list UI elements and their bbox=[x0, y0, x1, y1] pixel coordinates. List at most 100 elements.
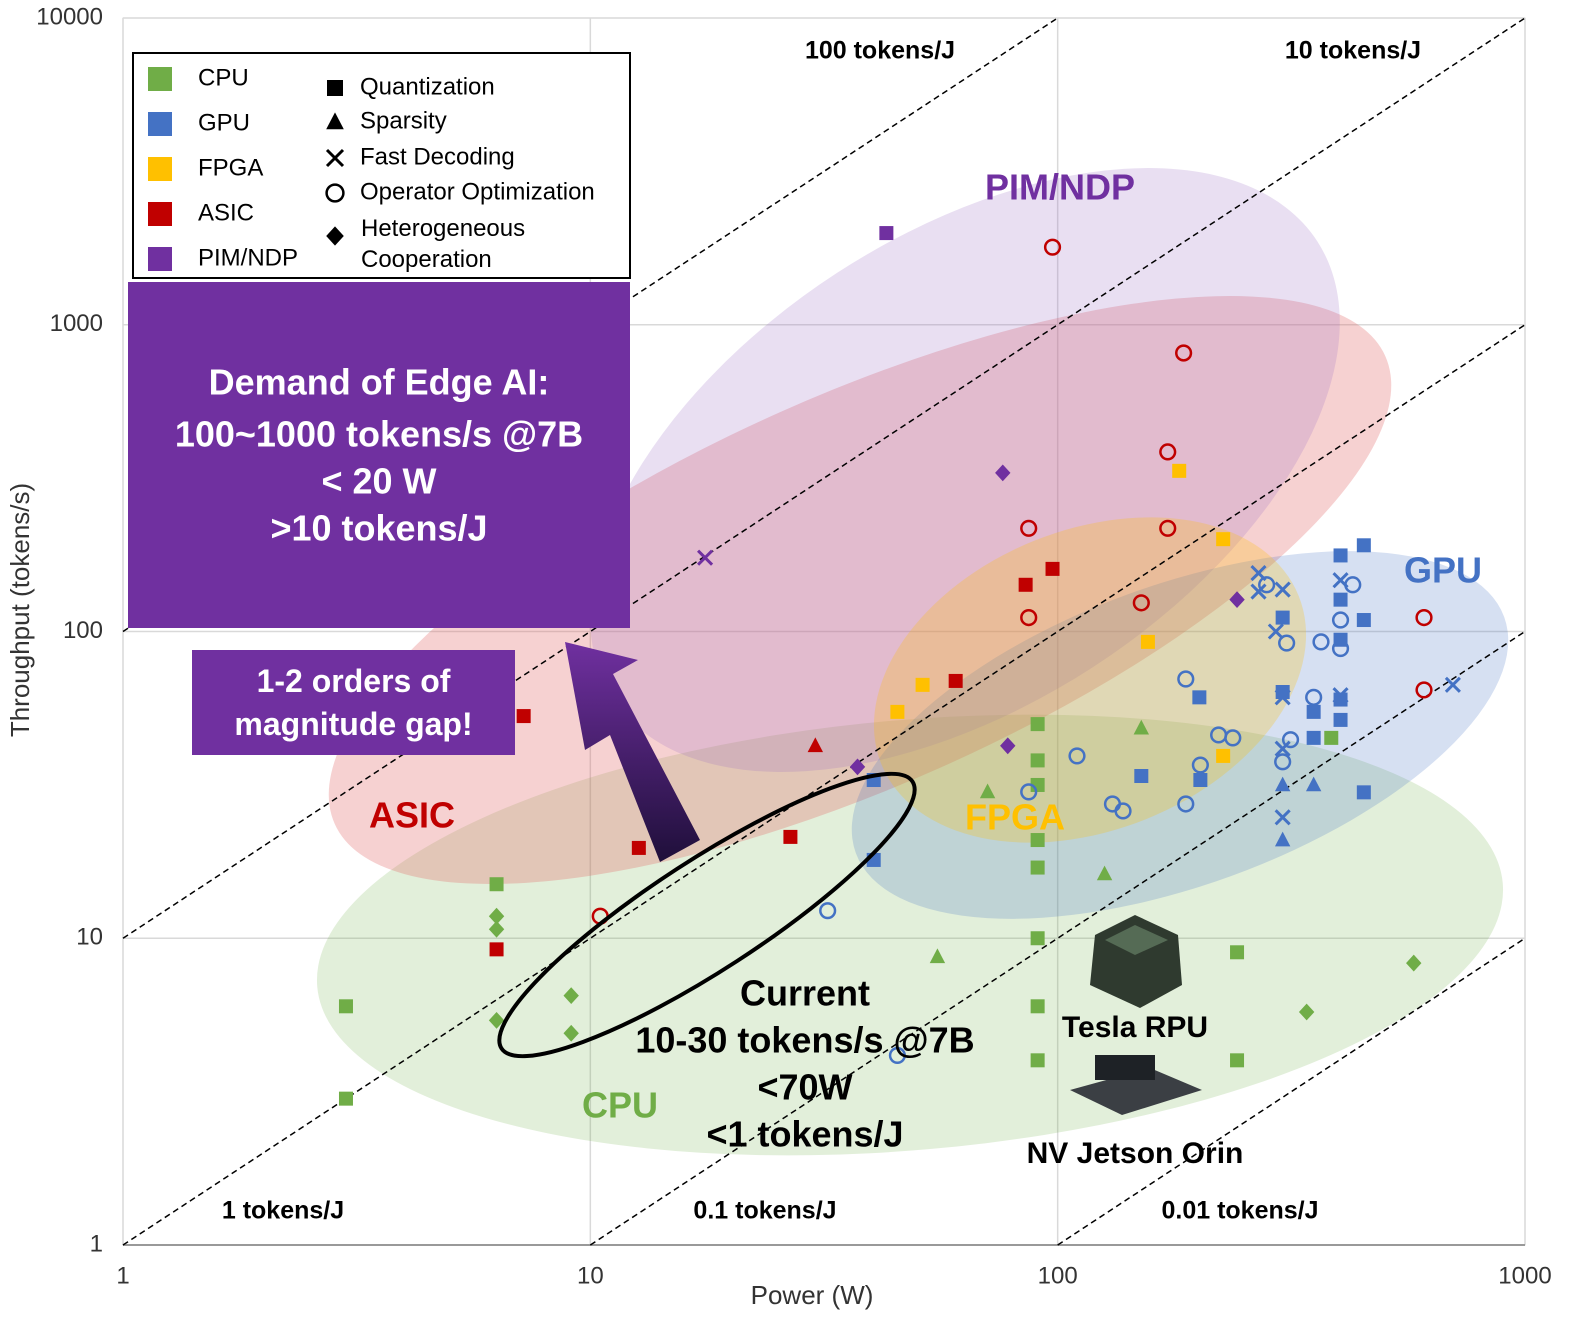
point bbox=[1298, 1003, 1315, 1021]
point bbox=[1030, 860, 1045, 875]
point bbox=[979, 783, 996, 799]
point bbox=[631, 840, 646, 855]
legend-marker bbox=[325, 148, 345, 168]
point bbox=[1020, 783, 1038, 801]
legend-swatch bbox=[148, 202, 172, 226]
point bbox=[1230, 1053, 1245, 1068]
point bbox=[1444, 676, 1461, 693]
point bbox=[1175, 344, 1193, 362]
x-tick-label: 10 bbox=[577, 1262, 604, 1289]
efficiency-label: 0.01 tokens/J bbox=[1161, 1197, 1318, 1225]
region-label: FPGA bbox=[965, 797, 1065, 838]
point bbox=[1230, 945, 1245, 960]
point bbox=[1333, 712, 1348, 727]
point bbox=[489, 877, 504, 892]
point bbox=[338, 999, 353, 1014]
legend-label: ASIC bbox=[198, 199, 254, 226]
x-tick-label: 1000 bbox=[1498, 1262, 1551, 1289]
point bbox=[1224, 729, 1242, 747]
legend-label: Operator Optimization bbox=[360, 178, 595, 205]
point bbox=[1274, 581, 1291, 598]
point bbox=[1216, 748, 1231, 763]
point bbox=[1096, 865, 1113, 881]
point bbox=[1030, 1053, 1045, 1068]
demand-text: >10 tokens/J bbox=[270, 508, 487, 549]
y-tick-label: 10000 bbox=[36, 3, 103, 30]
jetson-icon bbox=[1070, 1055, 1202, 1115]
point bbox=[1192, 690, 1207, 705]
x-tick-label: 1 bbox=[116, 1262, 129, 1289]
legend-box bbox=[132, 52, 631, 279]
legend-label: Heterogeneous Cooperation bbox=[361, 215, 526, 273]
x-tick-label: 100 bbox=[1038, 1262, 1078, 1289]
point bbox=[1305, 688, 1323, 706]
point bbox=[1344, 576, 1362, 594]
point bbox=[1274, 776, 1291, 792]
y-tick-label: 10 bbox=[76, 924, 103, 951]
point bbox=[1356, 613, 1371, 628]
legend-swatch bbox=[148, 67, 172, 91]
point bbox=[807, 737, 824, 753]
point bbox=[1274, 689, 1291, 706]
point bbox=[1267, 623, 1284, 640]
point bbox=[1030, 833, 1045, 848]
point bbox=[1045, 561, 1060, 576]
tesla-rpu-icon bbox=[1090, 915, 1182, 1008]
legend-label: PIM/NDP bbox=[198, 244, 298, 271]
legend-marker bbox=[326, 112, 344, 130]
point bbox=[879, 226, 894, 241]
point bbox=[1306, 730, 1321, 745]
grid: 1 10 100 1000 1 10 100 1000 10000 bbox=[36, 3, 1551, 1289]
point bbox=[1305, 776, 1322, 792]
efficiency-label: 0.1 tokens/J bbox=[693, 1197, 836, 1225]
point bbox=[1415, 608, 1433, 627]
point bbox=[489, 942, 504, 957]
y-tick-label: 1000 bbox=[50, 310, 103, 337]
device-label: Tesla RPU bbox=[1062, 1011, 1208, 1044]
point bbox=[1331, 639, 1350, 658]
point bbox=[1333, 592, 1348, 607]
y-tick-label: 1 bbox=[90, 1230, 103, 1257]
legend-label: Sparsity bbox=[360, 107, 447, 134]
point bbox=[1306, 704, 1321, 719]
point bbox=[1030, 999, 1045, 1014]
region-label: CPU bbox=[582, 1085, 658, 1126]
point bbox=[1132, 594, 1150, 612]
demand-text: < 20 W bbox=[321, 461, 436, 502]
point bbox=[697, 549, 714, 566]
legend: CPU GPU FPGA ASIC PIM/NDP Quantization Sparsit… bbox=[148, 64, 595, 271]
point bbox=[1133, 719, 1150, 735]
point bbox=[1068, 747, 1086, 765]
legend-label: Quantization bbox=[360, 73, 495, 100]
efficiency-label: 100 tokens/J bbox=[805, 37, 955, 65]
point bbox=[488, 907, 505, 925]
region-label: PIM/NDP bbox=[985, 167, 1135, 208]
legend-marker bbox=[326, 226, 344, 246]
point bbox=[338, 1091, 353, 1106]
x-axis-title: Power (W) bbox=[751, 1280, 874, 1310]
legend-marker bbox=[325, 183, 345, 203]
point bbox=[995, 464, 1011, 482]
legend-label: CPU bbox=[198, 64, 249, 91]
point bbox=[1177, 795, 1195, 813]
point bbox=[1312, 633, 1330, 651]
current-text: <70W bbox=[757, 1067, 852, 1108]
current-ellipse bbox=[497, 771, 917, 1059]
point bbox=[1030, 717, 1045, 732]
point bbox=[1274, 753, 1292, 771]
efficiency-line bbox=[122, 17, 1059, 633]
point bbox=[1275, 610, 1290, 625]
y-axis-title: Throughput (tokens/s) bbox=[5, 483, 35, 737]
y-tick-label: 100 bbox=[63, 617, 103, 644]
point bbox=[849, 758, 866, 776]
demand-text: Demand of Edge AI: bbox=[209, 362, 550, 403]
efficiency-line bbox=[1057, 937, 1526, 1246]
point bbox=[1134, 769, 1149, 784]
point bbox=[1020, 519, 1038, 537]
region-fpga bbox=[873, 517, 1307, 843]
current-text: Current bbox=[740, 973, 870, 1014]
legend-label: GPU bbox=[198, 109, 250, 136]
points bbox=[338, 226, 1461, 1106]
